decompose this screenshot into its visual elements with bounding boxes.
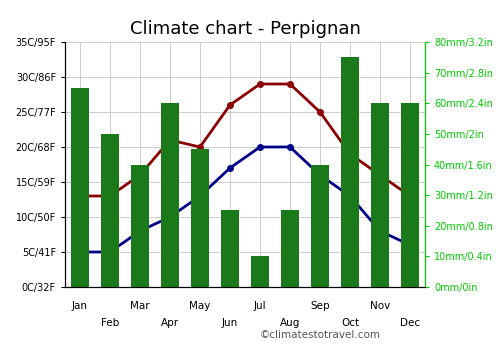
Bar bbox=[251, 256, 269, 287]
Bar bbox=[401, 103, 419, 287]
Text: Mar: Mar bbox=[130, 301, 150, 311]
Text: Jun: Jun bbox=[222, 318, 238, 329]
Text: Nov: Nov bbox=[370, 301, 390, 311]
Text: Aug: Aug bbox=[280, 318, 300, 329]
Text: Sep: Sep bbox=[310, 301, 330, 311]
Text: Oct: Oct bbox=[341, 318, 359, 329]
Bar bbox=[371, 103, 389, 287]
Bar bbox=[281, 210, 299, 287]
Text: ©climatestotravel.com: ©climatestotravel.com bbox=[260, 329, 381, 340]
Bar bbox=[311, 164, 329, 287]
Bar bbox=[341, 57, 359, 287]
Bar bbox=[131, 164, 149, 287]
Bar bbox=[101, 134, 119, 287]
Text: Dec: Dec bbox=[400, 318, 420, 329]
Bar bbox=[191, 149, 209, 287]
Bar bbox=[161, 103, 179, 287]
Title: Climate chart - Perpignan: Climate chart - Perpignan bbox=[130, 20, 360, 38]
Text: Apr: Apr bbox=[161, 318, 179, 329]
Bar bbox=[221, 210, 239, 287]
Text: Jan: Jan bbox=[72, 301, 88, 311]
Text: May: May bbox=[190, 301, 210, 311]
Bar bbox=[71, 88, 89, 287]
Text: Jul: Jul bbox=[254, 301, 266, 311]
Text: Feb: Feb bbox=[101, 318, 119, 329]
